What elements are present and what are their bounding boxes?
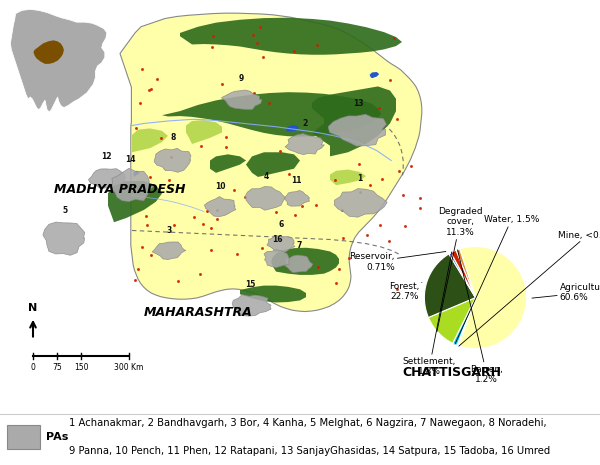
Polygon shape <box>43 222 85 255</box>
Polygon shape <box>232 295 271 316</box>
Polygon shape <box>285 191 310 206</box>
Text: Barren,
1.2%: Barren, 1.2% <box>458 250 503 384</box>
Text: 1: 1 <box>358 174 362 183</box>
Text: 5: 5 <box>62 206 67 215</box>
Wedge shape <box>424 254 476 318</box>
Polygon shape <box>205 197 236 217</box>
Polygon shape <box>10 9 107 112</box>
Text: 12: 12 <box>101 153 112 161</box>
Polygon shape <box>132 128 168 152</box>
Text: 6: 6 <box>278 220 283 229</box>
Polygon shape <box>334 189 387 217</box>
Text: 9 Panna, 10 Pench, 11 Phen, 12 Ratapani, 13 SanjayGhasidas, 14 Satpura, 15 Tadob: 9 Panna, 10 Pench, 11 Phen, 12 Ratapani,… <box>69 446 550 456</box>
Polygon shape <box>246 152 300 177</box>
Text: 10: 10 <box>215 182 226 192</box>
Text: 13: 13 <box>353 99 364 108</box>
Polygon shape <box>162 92 381 137</box>
Text: Forest,
22.7%: Forest, 22.7% <box>389 282 422 301</box>
Wedge shape <box>449 253 476 298</box>
Text: 2: 2 <box>302 120 307 128</box>
Polygon shape <box>271 248 339 275</box>
Polygon shape <box>245 186 286 210</box>
Polygon shape <box>330 170 366 185</box>
Bar <box>7 425 40 449</box>
Polygon shape <box>285 133 325 154</box>
Text: Degraded
cover,
11.3%: Degraded cover, 11.3% <box>437 207 482 332</box>
Wedge shape <box>452 298 476 345</box>
Polygon shape <box>34 40 64 64</box>
Text: 0: 0 <box>31 363 35 372</box>
Text: Water, 1.5%: Water, 1.5% <box>455 215 539 344</box>
Wedge shape <box>457 298 476 346</box>
Text: N: N <box>28 303 38 313</box>
Text: 9: 9 <box>239 74 244 83</box>
Polygon shape <box>133 171 139 177</box>
Text: MADHYA PRADESH: MADHYA PRADESH <box>54 183 185 196</box>
Text: 75: 75 <box>52 363 62 372</box>
Text: 16: 16 <box>272 235 283 244</box>
Polygon shape <box>154 148 191 172</box>
Text: Reservoir,
0.71%: Reservoir, 0.71% <box>349 252 446 272</box>
Wedge shape <box>458 246 527 349</box>
Wedge shape <box>428 298 476 343</box>
Text: 7: 7 <box>296 241 301 250</box>
Polygon shape <box>88 169 125 188</box>
Text: PAs: PAs <box>46 432 68 442</box>
Polygon shape <box>210 154 246 173</box>
Polygon shape <box>370 72 379 78</box>
Polygon shape <box>267 235 295 252</box>
Text: 4: 4 <box>264 172 269 181</box>
Polygon shape <box>286 125 299 132</box>
Text: 14: 14 <box>125 155 136 164</box>
Text: Agriculture,
60.6%: Agriculture, 60.6% <box>532 283 600 302</box>
Polygon shape <box>221 90 262 109</box>
Polygon shape <box>180 18 402 55</box>
Text: 3: 3 <box>167 226 172 235</box>
Text: CHATTISGARH: CHATTISGARH <box>402 366 501 379</box>
Polygon shape <box>312 86 396 156</box>
Polygon shape <box>264 250 290 267</box>
Text: Mine, <0.5%: Mine, <0.5% <box>459 231 600 346</box>
Text: 8: 8 <box>170 133 175 142</box>
Text: 300 Km: 300 Km <box>115 363 143 372</box>
Polygon shape <box>111 168 154 201</box>
Wedge shape <box>456 249 476 298</box>
Text: MAHARASHTRA: MAHARASHTRA <box>144 306 253 319</box>
Polygon shape <box>240 286 306 302</box>
Text: Settlement,
1.8%: Settlement, 1.8% <box>403 252 456 376</box>
Text: 15: 15 <box>245 280 256 289</box>
Text: 1 Achanakmar, 2 Bandhavgarh, 3 Bor, 4 Kanha, 5 Melghat, 6 Nagzira, 7 Nawegaon, 8: 1 Achanakmar, 2 Bandhavgarh, 3 Bor, 4 Ka… <box>69 418 547 428</box>
Polygon shape <box>186 120 222 144</box>
Wedge shape <box>451 250 476 298</box>
Polygon shape <box>108 181 162 222</box>
Text: 150: 150 <box>74 363 88 372</box>
Text: 11: 11 <box>291 176 302 185</box>
Polygon shape <box>285 255 313 272</box>
Polygon shape <box>328 114 386 146</box>
Polygon shape <box>120 13 422 312</box>
Polygon shape <box>152 242 186 259</box>
